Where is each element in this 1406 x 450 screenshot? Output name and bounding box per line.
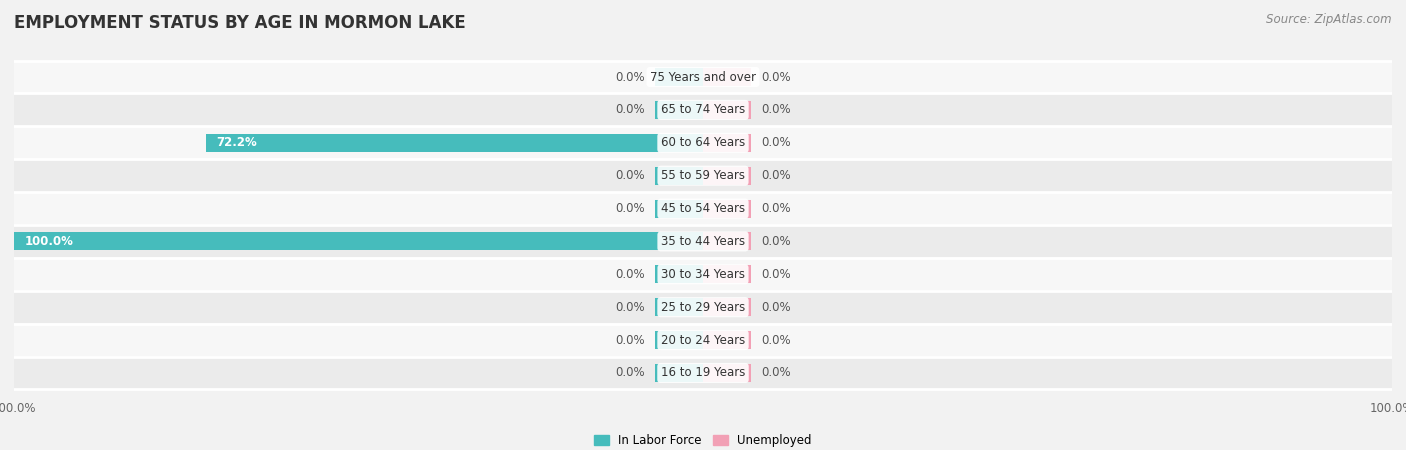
FancyBboxPatch shape xyxy=(14,357,1392,389)
Text: 0.0%: 0.0% xyxy=(614,104,644,117)
Text: Source: ZipAtlas.com: Source: ZipAtlas.com xyxy=(1267,14,1392,27)
Text: 0.0%: 0.0% xyxy=(762,333,792,346)
Text: 16 to 19 Years: 16 to 19 Years xyxy=(661,366,745,379)
Bar xyxy=(703,266,751,284)
Bar xyxy=(703,199,751,218)
Text: 100.0%: 100.0% xyxy=(24,235,73,248)
Bar xyxy=(14,232,703,251)
Legend: In Labor Force, Unemployed: In Labor Force, Unemployed xyxy=(589,429,817,450)
Text: 0.0%: 0.0% xyxy=(762,202,792,215)
Text: 25 to 29 Years: 25 to 29 Years xyxy=(661,301,745,314)
Bar xyxy=(703,331,751,349)
Bar xyxy=(703,166,751,184)
Bar xyxy=(703,134,751,152)
FancyBboxPatch shape xyxy=(14,94,1392,126)
Text: 0.0%: 0.0% xyxy=(614,169,644,182)
FancyBboxPatch shape xyxy=(14,193,1392,225)
Bar xyxy=(205,134,703,152)
FancyBboxPatch shape xyxy=(14,160,1392,192)
Bar xyxy=(655,166,703,184)
Bar xyxy=(655,101,703,119)
Text: 0.0%: 0.0% xyxy=(762,366,792,379)
Text: 0.0%: 0.0% xyxy=(762,268,792,281)
Text: 0.0%: 0.0% xyxy=(762,169,792,182)
Bar xyxy=(703,101,751,119)
Text: 0.0%: 0.0% xyxy=(614,202,644,215)
Bar xyxy=(703,364,751,382)
Bar xyxy=(655,266,703,284)
Text: 72.2%: 72.2% xyxy=(217,136,257,149)
Text: 0.0%: 0.0% xyxy=(614,71,644,84)
Text: 75 Years and over: 75 Years and over xyxy=(650,71,756,84)
FancyBboxPatch shape xyxy=(14,126,1392,159)
FancyBboxPatch shape xyxy=(14,291,1392,323)
Bar xyxy=(655,331,703,349)
Text: EMPLOYMENT STATUS BY AGE IN MORMON LAKE: EMPLOYMENT STATUS BY AGE IN MORMON LAKE xyxy=(14,14,465,32)
Text: 0.0%: 0.0% xyxy=(762,235,792,248)
Text: 60 to 64 Years: 60 to 64 Years xyxy=(661,136,745,149)
Text: 55 to 59 Years: 55 to 59 Years xyxy=(661,169,745,182)
Bar xyxy=(655,298,703,316)
FancyBboxPatch shape xyxy=(14,324,1392,356)
Bar xyxy=(703,232,751,251)
FancyBboxPatch shape xyxy=(14,61,1392,93)
FancyBboxPatch shape xyxy=(14,225,1392,257)
Text: 65 to 74 Years: 65 to 74 Years xyxy=(661,104,745,117)
Bar xyxy=(655,364,703,382)
Text: 20 to 24 Years: 20 to 24 Years xyxy=(661,333,745,346)
Text: 0.0%: 0.0% xyxy=(762,136,792,149)
Bar xyxy=(655,199,703,218)
Text: 0.0%: 0.0% xyxy=(762,71,792,84)
Bar xyxy=(703,68,751,86)
Text: 0.0%: 0.0% xyxy=(614,301,644,314)
Text: 0.0%: 0.0% xyxy=(762,301,792,314)
Bar xyxy=(703,298,751,316)
Text: 30 to 34 Years: 30 to 34 Years xyxy=(661,268,745,281)
Text: 0.0%: 0.0% xyxy=(762,104,792,117)
Text: 0.0%: 0.0% xyxy=(614,366,644,379)
Text: 35 to 44 Years: 35 to 44 Years xyxy=(661,235,745,248)
Text: 0.0%: 0.0% xyxy=(614,268,644,281)
Text: 45 to 54 Years: 45 to 54 Years xyxy=(661,202,745,215)
FancyBboxPatch shape xyxy=(14,258,1392,290)
Bar xyxy=(655,68,703,86)
Text: 0.0%: 0.0% xyxy=(614,333,644,346)
